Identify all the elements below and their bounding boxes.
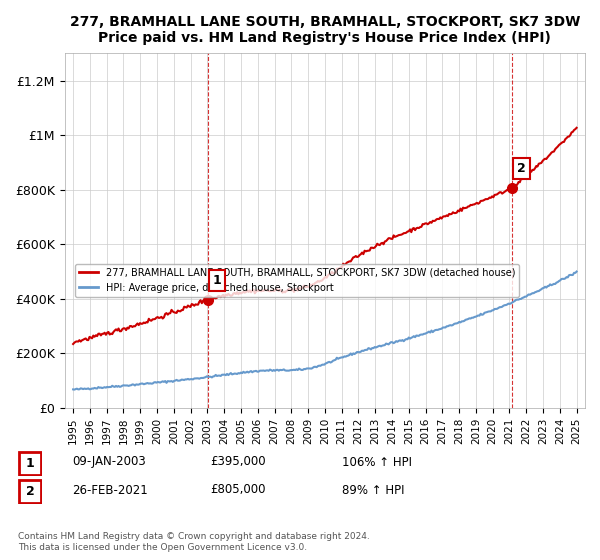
Text: 09-JAN-2003: 09-JAN-2003 (72, 455, 146, 469)
Legend: 277, BRAMHALL LANE SOUTH, BRAMHALL, STOCKPORT, SK7 3DW (detached house), HPI: Av: 277, BRAMHALL LANE SOUTH, BRAMHALL, STOC… (75, 264, 519, 296)
FancyBboxPatch shape (19, 480, 41, 503)
Text: 1: 1 (213, 274, 221, 287)
Text: 26-FEB-2021: 26-FEB-2021 (72, 483, 148, 497)
Text: 106% ↑ HPI: 106% ↑ HPI (342, 455, 412, 469)
Text: 2: 2 (26, 485, 34, 498)
Text: 89% ↑ HPI: 89% ↑ HPI (342, 483, 404, 497)
Text: Contains HM Land Registry data © Crown copyright and database right 2024.
This d: Contains HM Land Registry data © Crown c… (18, 532, 370, 552)
Text: 1: 1 (26, 457, 34, 470)
Text: £805,000: £805,000 (210, 483, 265, 497)
Text: 2: 2 (517, 162, 526, 175)
FancyBboxPatch shape (19, 452, 41, 475)
Title: 277, BRAMHALL LANE SOUTH, BRAMHALL, STOCKPORT, SK7 3DW
Price paid vs. HM Land Re: 277, BRAMHALL LANE SOUTH, BRAMHALL, STOC… (70, 15, 580, 45)
Text: £395,000: £395,000 (210, 455, 266, 469)
